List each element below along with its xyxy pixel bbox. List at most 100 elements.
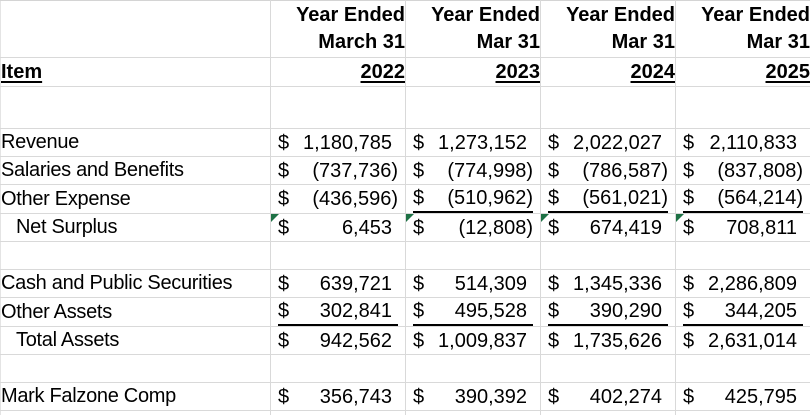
empty-row <box>0 241 810 270</box>
item-label: Item <box>1 60 43 83</box>
money-cell[interactable]: $302,841 <box>270 297 406 327</box>
empty-cell[interactable] <box>405 86 541 129</box>
cell-value: 2,110,833 <box>709 131 798 154</box>
cell-value: (774,998) <box>447 159 533 182</box>
currency-symbol: $ <box>278 329 290 352</box>
money-cell[interactable]: $390,290 <box>540 297 676 327</box>
row-label-cell[interactable]: Total Assets <box>0 326 271 355</box>
money-cell[interactable]: $514,309 <box>405 269 541 298</box>
empty-cell[interactable] <box>0 241 271 270</box>
empty-cell[interactable] <box>675 410 810 415</box>
empty-cell[interactable] <box>675 86 810 129</box>
empty-cell[interactable] <box>405 354 541 383</box>
row-label-cell[interactable]: Salaries and Benefits <box>0 156 271 185</box>
currency-symbol: $ <box>683 300 695 322</box>
header-year-cell[interactable]: 2025 <box>675 57 810 87</box>
cell-value: (786,587) <box>582 159 668 182</box>
header-year-cell[interactable]: 2022 <box>270 57 406 87</box>
empty-cell[interactable] <box>0 410 271 415</box>
empty-cell[interactable] <box>270 86 406 129</box>
empty-cell[interactable] <box>270 241 406 270</box>
row-label-cell[interactable]: Mark Falzone Comp <box>0 382 271 411</box>
empty-cell[interactable] <box>270 410 406 415</box>
row-label-cell[interactable]: Cash and Public Securities <box>0 269 271 298</box>
year-label: 2025 <box>765 60 810 83</box>
empty-cell[interactable] <box>675 241 810 270</box>
currency-symbol: $ <box>278 188 290 210</box>
money-cell[interactable]: $2,022,027 <box>540 128 676 157</box>
header-item-cell[interactable]: Item <box>0 57 271 87</box>
money-cell[interactable]: $2,631,014 <box>675 326 810 355</box>
table-row-total-assets: Total Assets $942,562 $1,009,837 $1,735,… <box>0 326 810 355</box>
cell-value: 942,562 <box>319 329 392 352</box>
header-period-cell[interactable]: Year Ended Mar 31 <box>675 0 810 58</box>
empty-cell[interactable] <box>270 354 406 383</box>
money-cell[interactable]: $1,735,626 <box>540 326 676 355</box>
row-label-cell[interactable]: Net Surplus <box>0 213 271 242</box>
money-cell[interactable]: $ (564,214) <box>675 184 810 214</box>
empty-cell[interactable] <box>540 410 676 415</box>
empty-cell[interactable] <box>405 241 541 270</box>
currency-symbol: $ <box>413 385 425 408</box>
money-cell[interactable]: $ (510,962) <box>405 184 541 214</box>
header-period-row: Year Ended March 31 Year Ended Mar 31 Ye… <box>0 0 810 58</box>
header-period-cell[interactable]: Year Ended Mar 31 <box>540 0 676 58</box>
money-cell[interactable]: $639,721 <box>270 269 406 298</box>
empty-cell[interactable] <box>540 354 676 383</box>
header-year-cell[interactable]: 2023 <box>405 57 541 87</box>
money-cell[interactable]: $1,273,152 <box>405 128 541 157</box>
money-cell[interactable]: $6,453 <box>270 213 406 242</box>
money-cell[interactable]: $ (786,587) <box>540 156 676 185</box>
money-cell[interactable]: $402,274 <box>540 382 676 411</box>
money-cell[interactable]: $ (436,596) <box>270 184 406 214</box>
money-cell[interactable]: $674,419 <box>540 213 676 242</box>
currency-symbol: $ <box>548 300 560 322</box>
currency-symbol: $ <box>548 187 560 209</box>
error-indicator-icon <box>406 214 414 222</box>
money-cell[interactable]: $942,562 <box>270 326 406 355</box>
money-cell[interactable]: $ (561,021) <box>540 184 676 214</box>
currency-symbol: $ <box>548 131 560 154</box>
money-cell[interactable]: $708,811 <box>675 213 810 242</box>
money-cell[interactable]: $ (737,736) <box>270 156 406 185</box>
money-cell[interactable]: $ (12,808) <box>405 213 541 242</box>
money-cell[interactable]: $1,009,837 <box>405 326 541 355</box>
cell-value: 425,795 <box>724 385 797 408</box>
empty-cell[interactable] <box>675 354 810 383</box>
money-cell[interactable]: $ (837,808) <box>675 156 810 185</box>
row-label-cell[interactable]: Revenue <box>0 128 271 157</box>
empty-cell[interactable] <box>0 354 271 383</box>
money-cell[interactable]: $390,392 <box>405 382 541 411</box>
error-indicator-icon <box>541 214 549 222</box>
money-cell[interactable]: $1,345,336 <box>540 269 676 298</box>
row-label-cell[interactable]: Other Expense <box>0 184 271 214</box>
empty-cell[interactable] <box>540 241 676 270</box>
money-cell[interactable]: $2,110,833 <box>675 128 810 157</box>
header-item-blank-cell[interactable] <box>0 0 271 58</box>
money-cell[interactable]: $ (774,998) <box>405 156 541 185</box>
currency-symbol: $ <box>278 385 290 408</box>
cell-value: (561,021) <box>582 187 668 209</box>
empty-cell[interactable] <box>540 86 676 129</box>
period-line1: Year Ended <box>566 4 675 26</box>
money-cell[interactable]: $2,286,809 <box>675 269 810 298</box>
money-cell[interactable]: $495,528 <box>405 297 541 327</box>
currency-symbol: $ <box>413 216 425 239</box>
cell-value: 344,205 <box>724 300 797 322</box>
currency-symbol: $ <box>548 159 560 182</box>
money-cell[interactable]: $425,795 <box>675 382 810 411</box>
empty-cell[interactable] <box>405 410 541 415</box>
currency-symbol: $ <box>278 131 290 154</box>
money-cell[interactable]: $344,205 <box>675 297 810 327</box>
header-year-cell[interactable]: 2024 <box>540 57 676 87</box>
table-row-other-expense: Other Expense $ (436,596) $ (510,962) $ (56… <box>0 184 810 214</box>
empty-cell[interactable] <box>0 86 271 129</box>
period-line2: Mar 31 <box>611 31 675 53</box>
header-period-cell[interactable]: Year Ended Mar 31 <box>405 0 541 58</box>
cell-value: 1,180,785 <box>303 131 392 154</box>
money-cell[interactable]: $356,743 <box>270 382 406 411</box>
header-period-cell[interactable]: Year Ended March 31 <box>270 0 406 58</box>
row-label-cell[interactable]: Other Assets <box>0 297 271 327</box>
currency-symbol: $ <box>413 159 425 182</box>
money-cell[interactable]: $1,180,785 <box>270 128 406 157</box>
